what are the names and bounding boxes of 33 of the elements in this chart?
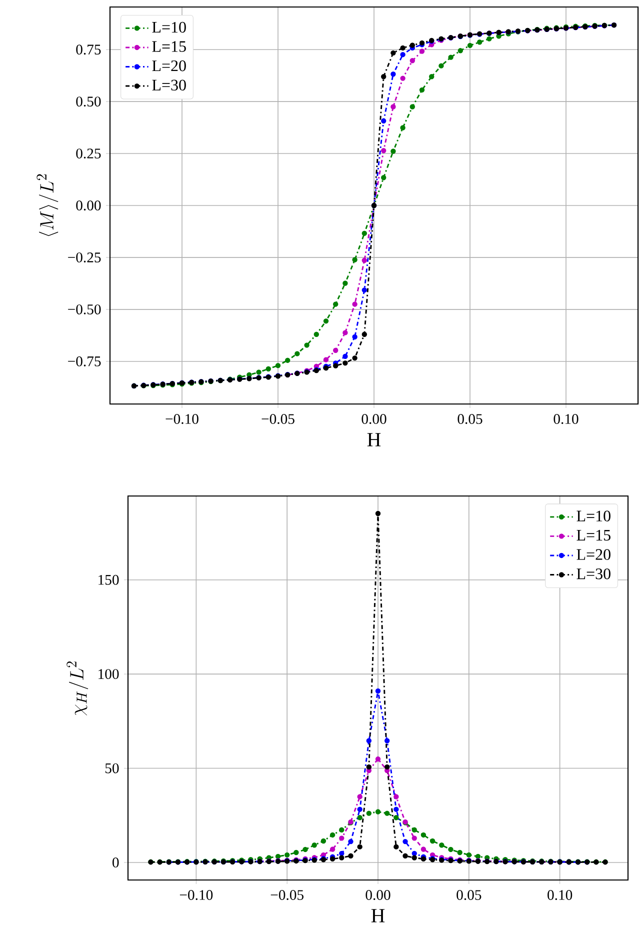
x-axis-title: H	[367, 433, 381, 446]
y-tick-label: −0.75	[68, 356, 101, 366]
legend-label: L=30	[576, 568, 610, 580]
x-tick-label: 0.05	[458, 414, 482, 424]
x-tick-label: −0.10	[166, 414, 198, 424]
y-tick-label: 0.75	[76, 44, 101, 55]
x-tick-label: −0.05	[270, 890, 304, 900]
y-tick-label: 0.50	[76, 96, 101, 107]
x-tick-label: −0.10	[180, 890, 213, 900]
legend-label: L=20	[152, 60, 186, 72]
legend-label: L=10	[576, 510, 610, 522]
legend-label: L=30	[152, 80, 186, 91]
legend-label: L=15	[576, 530, 610, 541]
y-tick-label: 100	[98, 669, 119, 680]
x-tick-label: 0.10	[548, 890, 572, 900]
y-tick-label: 50	[105, 763, 119, 774]
x-tick-label: 0.00	[366, 890, 390, 900]
legend-label: L=20	[576, 549, 610, 560]
legend-label: L=15	[152, 41, 186, 52]
legend-label: L=10	[152, 22, 186, 33]
x-tick-label: 0.00	[362, 414, 386, 424]
x-tick-label: 0.05	[456, 890, 482, 900]
y-tick-label: 0.00	[76, 200, 101, 210]
x-axis-title: H	[371, 909, 385, 922]
x-tick-label: −0.05	[262, 414, 294, 424]
y-tick-label: −0.50	[68, 304, 101, 314]
y-axis-title: $\langle M\rangle/L^2$	[36, 174, 58, 236]
y-axis-title: $\chi_H/L^2$	[66, 661, 88, 716]
y-tick-label: 0	[112, 858, 119, 868]
y-tick-label: 0.25	[76, 148, 101, 159]
y-tick-label: −0.25	[68, 252, 101, 262]
y-tick-label: 150	[98, 574, 119, 585]
x-tick-label: 0.10	[554, 414, 578, 424]
